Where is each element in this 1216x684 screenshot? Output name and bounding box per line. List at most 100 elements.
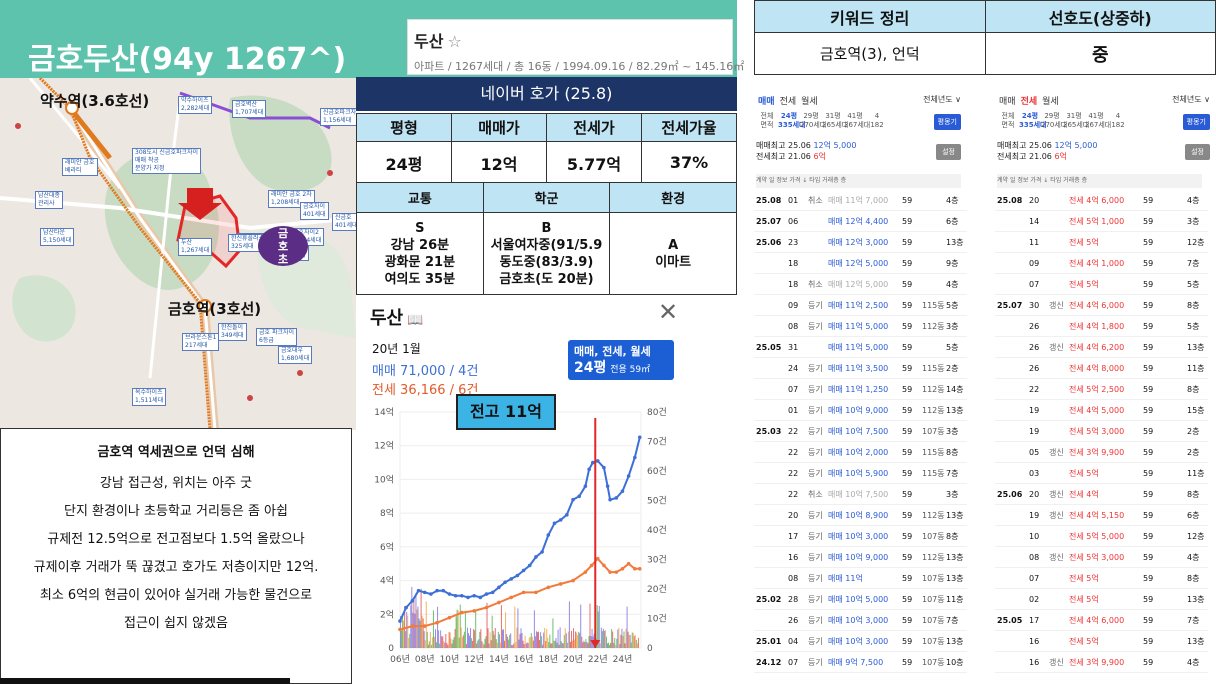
list-item[interactable]: 24.12 07 등기 매매 9억 7,500 59 107동 10층	[754, 652, 967, 673]
list-item[interactable]: 03 전세 5억 59 11층	[995, 463, 1208, 484]
apt-tag[interactable]: 금호대우 1,680세대	[278, 346, 313, 364]
list-item[interactable]: 25.05 17 전세 4억 6,000 59 7층	[995, 610, 1208, 631]
list-item[interactable]: 17 등기 매매 10억 3,000 59 107동 8층	[754, 526, 967, 547]
close-icon[interactable]: ✕	[658, 298, 679, 326]
apt-tag[interactable]: 신금호파크자이 1,156세대	[320, 108, 356, 126]
row-type: 59	[902, 469, 913, 478]
list-item[interactable]: 05 갱신 전세 3억 9,900 59 2층	[995, 442, 1208, 463]
list-item[interactable]: 22 등기 매매 10억 2,000 59 115동 8층	[754, 442, 967, 463]
tab-monthly[interactable]: 월세	[1042, 97, 1059, 107]
pyeong-tab[interactable]: 41평 267세대	[1085, 112, 1112, 129]
year-filter[interactable]: 전체년도 ∨	[1172, 95, 1210, 104]
apt-tag[interactable]: 신금호 401세대	[332, 213, 356, 231]
tab-jeonse[interactable]: 전세	[1020, 97, 1038, 107]
list-item[interactable]: 25.02 28 등기 매매 10억 5,000 59 107동 11층	[754, 589, 967, 610]
apt-tag[interactable]: 남산타운 5,150세대	[40, 228, 75, 246]
pyeong-tab[interactable]: 31평 265세대	[1063, 112, 1090, 129]
list-item[interactable]: 08 등기 매매 11억 59 107동 13층	[754, 568, 967, 589]
volume-bar	[518, 639, 520, 648]
pyeong-tab[interactable]: 31평 265세대	[822, 112, 849, 129]
list-item[interactable]: 25.08 20 전세 4억 6,000 59 4층	[995, 190, 1208, 211]
tab-jeonse[interactable]: 전세	[779, 97, 797, 107]
pyeong-tab[interactable]: 29평 270세대	[1041, 112, 1068, 129]
list-item[interactable]: 09 등기 매매 11억 2,500 59 115동 5층	[754, 295, 967, 316]
price-chart[interactable]: 0 2억 4억 6억 8억 10억 12억 14억 0 10건 20건 30건 40건 50건 60건 70건…	[356, 398, 737, 684]
list-item[interactable]: 18 취소 매매 12억 5,000 59 4층	[754, 274, 967, 295]
book-icon[interactable]: 📖	[407, 313, 424, 328]
series-point	[447, 592, 452, 596]
list-item[interactable]: 07 전세 5억 59 8층	[995, 568, 1208, 589]
list-item[interactable]: 16 갱신 전세 3억 9,900 59 4층	[995, 652, 1208, 673]
apt-tag[interactable]: 두산 1,267세대	[178, 238, 213, 256]
apt-tag[interactable]: 한진돌이 349세대	[218, 323, 247, 341]
series-point	[534, 590, 538, 595]
apt-tag[interactable]: 약수하이츠 2,282세대	[178, 96, 213, 114]
pyeong-tab[interactable]: 24평 335세대	[1019, 112, 1047, 129]
list-item[interactable]: 26 등기 매매 10억 3,000 59 107동 7층	[754, 610, 967, 631]
apt-tag[interactable]: 금호자이 401세대	[300, 202, 329, 220]
deal-type-selector[interactable]: 매매, 전세, 월세 24평 전용 59㎡	[568, 340, 674, 380]
list-item[interactable]: 08 등기 매매 11억 5,000 59 112동 3층	[754, 316, 967, 337]
pyeong-tab[interactable]: 4 182	[870, 112, 884, 129]
year-filter[interactable]: 전체년도 ∨	[923, 95, 961, 104]
pyeong-button[interactable]: 평몽기	[1182, 114, 1210, 130]
apt-tag[interactable]: 옥수하이츠 1,511세대	[132, 388, 167, 406]
list-item[interactable]: 09 전세 4억 1,000 59 7층	[995, 253, 1208, 274]
apt-tag[interactable]: 금호 파크자이 6등급	[256, 328, 298, 346]
list-item[interactable]: 26 전세 4억 8,000 59 11층	[995, 358, 1208, 379]
list-item[interactable]: 25.03 22 등기 매매 10억 7,500 59 107동 3층	[754, 421, 967, 442]
list-item[interactable]: 19 전세 5억 3,000 59 2층	[995, 421, 1208, 442]
pyeong-tab[interactable]: 전체 면적	[1001, 112, 1015, 129]
list-item[interactable]: 25.07 06 매매 12억 4,400 59 6층	[754, 211, 967, 232]
apt-tag[interactable]: 금호벽산 1,707세대	[232, 100, 267, 118]
list-item[interactable]: 16 전세 5억 59 13층	[995, 631, 1208, 652]
list-item[interactable]: 25.06 23 매매 12억 3,000 59 13층	[754, 232, 967, 253]
star-icon[interactable]: ☆	[447, 32, 462, 51]
list-item[interactable]: 07 등기 매매 11억 1,250 59 112동 14층	[754, 379, 967, 400]
list-item[interactable]: 25.06 20 갱신 전세 4억 59 8층	[995, 484, 1208, 505]
list-item[interactable]: 19 전세 4억 5,000 59 15층	[995, 400, 1208, 421]
pyeong-tab[interactable]: 전체 면적	[760, 112, 774, 129]
list-item[interactable]: 08 갱신 전세 5억 3,000 59 4층	[995, 547, 1208, 568]
list-item[interactable]: 25.08 01 취소 매매 11억 7,000 59 4층	[754, 190, 967, 211]
pyeong-tab[interactable]: 29평 270세대	[800, 112, 827, 129]
list-item[interactable]: 22 취소 매매 10억 7,500 59 3층	[754, 484, 967, 505]
list-item[interactable]: 02 전세 5억 59 13층	[995, 589, 1208, 610]
tab-sale[interactable]: 매매	[758, 97, 775, 107]
list-item[interactable]: 25.01 04 등기 매매 10억 3,000 59 107동 13층	[754, 631, 967, 652]
list-item[interactable]: 20 등기 매매 10억 8,900 59 112동 13층	[754, 505, 967, 526]
list-item[interactable]: 01 등기 매매 10억 9,000 59 112동 13층	[754, 400, 967, 421]
pyeong-tab[interactable]: 4 182	[1111, 112, 1125, 129]
row-type: 59	[902, 259, 913, 268]
tab-monthly[interactable]: 월세	[801, 97, 818, 107]
pyeong-tab[interactable]: 41평 267세대	[844, 112, 871, 129]
settings-button[interactable]: 설정	[1185, 144, 1210, 160]
tab-sale[interactable]: 매매	[999, 97, 1016, 107]
list-item[interactable]: 19 갱신 전세 4억 5,150 59 6층	[995, 505, 1208, 526]
pyeong-button[interactable]: 평몽기	[933, 114, 961, 130]
list-item[interactable]: 25.05 31 매매 11억 5,000 59 5층	[754, 337, 967, 358]
apt-tag[interactable]: 래미안 금호 베라티	[62, 158, 98, 176]
row-day: 19	[1029, 511, 1040, 520]
apt-tag[interactable]: 남산대종 관리사	[35, 191, 64, 209]
list-item[interactable]: 14 전세 5억 1,000 59 3층	[995, 211, 1208, 232]
kw-header-preference: 선호도(상중하)	[984, 0, 1216, 33]
apt-tag[interactable]: 308도시 신금호파크자이 매매 착공 분양가 지정	[132, 148, 202, 174]
list-item[interactable]: 18 매매 12억 5,000 59 9층	[754, 253, 967, 274]
list-item[interactable]: 25.07 30 갱신 전세 4억 6,000 59 8층	[995, 295, 1208, 316]
list-item[interactable]: 26 전세 4억 1,800 59 5층	[995, 316, 1208, 337]
list-item[interactable]: 24 등기 매매 11억 3,500 59 115동 2층	[754, 358, 967, 379]
settings-button[interactable]: 설정	[936, 144, 961, 160]
list-item[interactable]: 22 전세 5억 2,500 59 8층	[995, 379, 1208, 400]
row-day: 09	[788, 301, 799, 310]
apt-tag[interactable]: 브라운스톤1 217세대	[182, 333, 220, 351]
list-item[interactable]: 22 등기 매매 10억 5,900 59 115동 7층	[754, 463, 967, 484]
list-item[interactable]: 16 등기 매매 10억 9,000 59 112동 13층	[754, 547, 967, 568]
list-item[interactable]: 10 전세 5억 5,000 59 12층	[995, 526, 1208, 547]
complex-info-card[interactable]: 두산 ☆ 아파트 / 1267세대 / 총 16동 / 1994.09.16 / …	[407, 19, 744, 75]
pyeong-tab[interactable]: 24평 335세대	[778, 112, 806, 129]
map-view[interactable]: 약수하이츠 2,282세대 금호벽산 1,707세대 308도시 신금호파크자이 매…	[0, 78, 356, 430]
list-item[interactable]: 11 전세 5억 59 12층	[995, 232, 1208, 253]
list-item[interactable]: 07 전세 5억 59 5층	[995, 274, 1208, 295]
list-item[interactable]: 26 갱신 전세 4억 6,200 59 13층	[995, 337, 1208, 358]
